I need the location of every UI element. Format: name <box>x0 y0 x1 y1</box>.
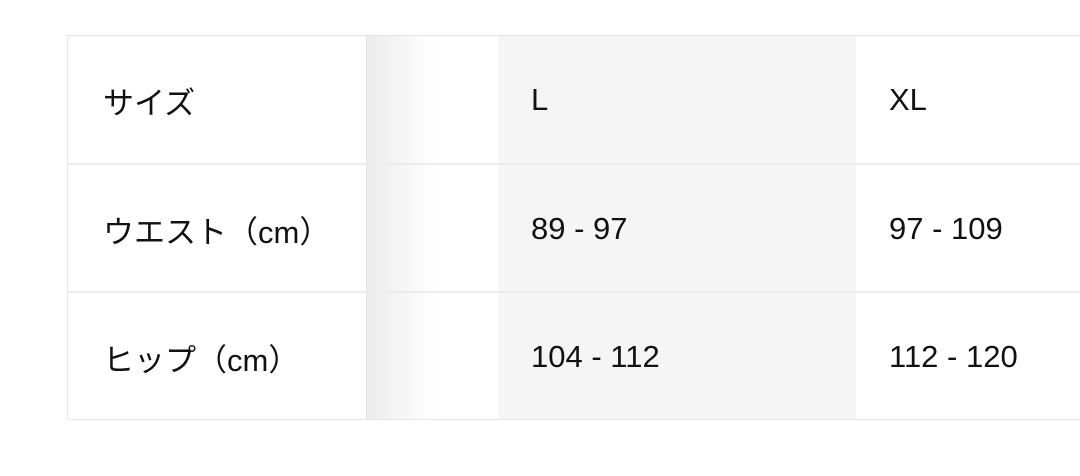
cell-hip-l: 104 - 112 <box>531 339 660 374</box>
cell-waist-l: 89 - 97 <box>531 211 628 246</box>
label-column <box>68 36 367 419</box>
row-divider <box>68 291 1080 293</box>
cell-waist-xl: 97 - 109 <box>889 211 1003 246</box>
sticky-column-shadow <box>367 36 437 419</box>
cell-hip-xl: 112 - 120 <box>889 339 1018 374</box>
row-label-hip: ヒップ（cm） <box>103 342 300 378</box>
column-l <box>498 36 856 419</box>
row-divider <box>68 163 1080 165</box>
column-xl <box>856 36 1080 419</box>
header-xl: XL <box>889 82 927 117</box>
header-size: サイズ <box>103 85 196 121</box>
header-l: L <box>531 82 549 117</box>
size-chart-table: サイズ L XL ウエスト（cm） 89 - 97 97 - 109 ヒップ（c… <box>67 35 1080 420</box>
row-label-waist: ウエスト（cm） <box>103 214 331 250</box>
